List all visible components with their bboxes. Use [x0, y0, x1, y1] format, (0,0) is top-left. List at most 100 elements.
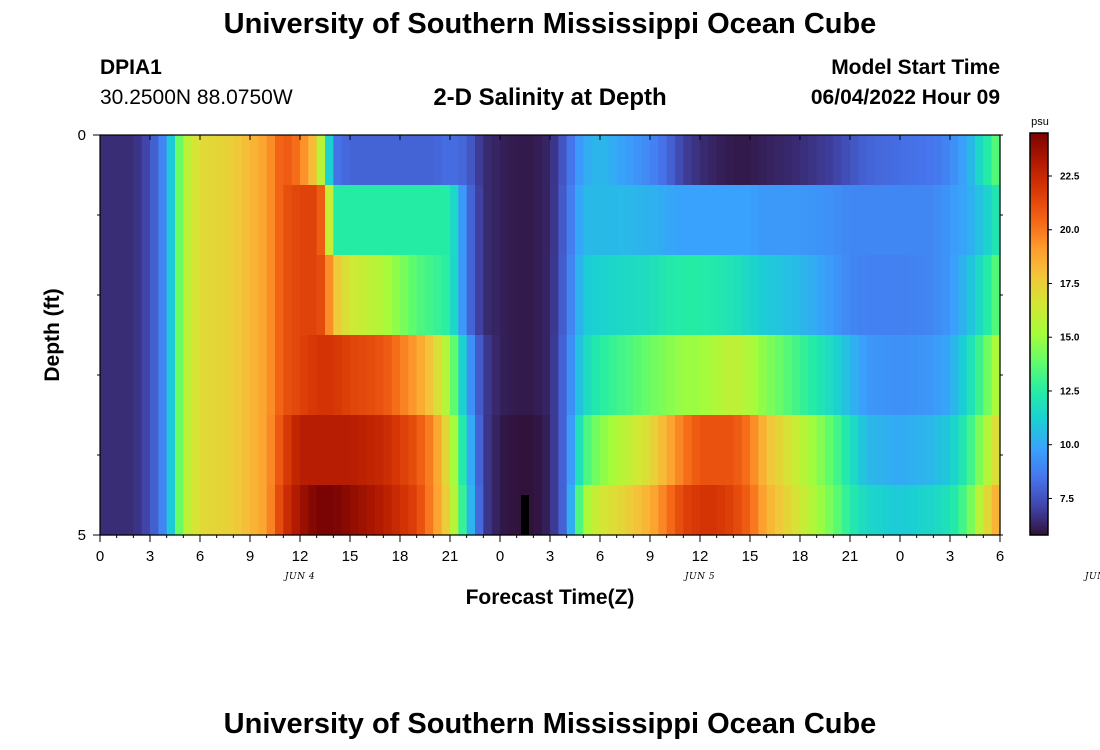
heatmap-cell — [875, 255, 884, 336]
heatmap-cell — [475, 185, 484, 256]
heatmap-cell — [225, 185, 234, 256]
heatmap-cell — [416, 255, 426, 336]
heatmap-cell — [600, 255, 609, 336]
heatmap-cell — [883, 135, 893, 186]
colorbar-tick-label: 20.0 — [1060, 225, 1080, 236]
heatmap-cell — [666, 185, 676, 256]
heatmap-cell — [100, 485, 109, 536]
colorbar-tick-label: 17.5 — [1060, 279, 1080, 290]
heatmap-cell — [216, 255, 226, 336]
heatmap-cell — [308, 255, 318, 336]
heatmap-cell — [583, 185, 593, 256]
heatmap-cell — [875, 135, 884, 186]
heatmap-cell — [250, 485, 259, 536]
heatmap-cell — [350, 335, 359, 416]
heatmap-cell — [458, 415, 468, 486]
heatmap-cell — [150, 335, 159, 416]
heatmap-cell — [225, 135, 234, 186]
heatmap-cell — [300, 135, 309, 186]
heatmap-cell — [708, 135, 718, 186]
heatmap-cell — [291, 135, 301, 186]
heatmap-cell — [975, 185, 984, 256]
heatmap-cell — [450, 135, 459, 186]
heatmap-cell — [225, 335, 234, 416]
heatmap-cell — [925, 185, 934, 256]
heatmap-cell — [133, 255, 143, 336]
heatmap-cell — [608, 185, 618, 256]
heatmap-cell — [258, 135, 268, 186]
heatmap-cell — [583, 335, 593, 416]
heatmap-cell — [758, 485, 768, 536]
heatmap-cell — [158, 255, 168, 336]
heatmap-cell — [575, 135, 584, 186]
heatmap-cell — [783, 485, 793, 536]
heatmap-cell — [875, 335, 884, 416]
heatmap-cell — [408, 335, 418, 416]
heatmap-cell — [108, 485, 118, 536]
heatmap-cell — [400, 485, 409, 536]
heatmap-cell — [391, 485, 401, 536]
heatmap-cell — [716, 335, 726, 416]
heatmap-cell — [516, 135, 526, 186]
heatmap-cell — [333, 415, 343, 486]
heatmap-cell — [441, 415, 451, 486]
heatmap-cell — [225, 485, 234, 536]
heatmap-cell — [550, 185, 559, 256]
heatmap-cell — [766, 485, 776, 536]
heatmap-cell — [658, 415, 668, 486]
heatmap-cell — [400, 335, 409, 416]
heatmap-cell — [766, 415, 776, 486]
heatmap-cell — [250, 335, 259, 416]
heatmap-cell — [141, 255, 151, 336]
colorbar-unit: psu — [1031, 116, 1049, 128]
heatmap-cell — [166, 335, 176, 416]
heatmap-cell — [258, 185, 268, 256]
heatmap-cell — [333, 255, 343, 336]
heatmap-cell — [866, 415, 876, 486]
heatmap-cell — [325, 485, 334, 536]
heatmap-cell — [708, 255, 718, 336]
heatmap-cell — [341, 415, 351, 486]
heatmap-cell — [141, 415, 151, 486]
heatmap-cell — [491, 135, 501, 186]
heatmap-cell — [175, 135, 184, 186]
heatmap-cell — [266, 485, 276, 536]
heatmap-cell — [175, 485, 184, 536]
heatmap-cell — [433, 255, 443, 336]
heatmap-cell — [600, 135, 609, 186]
heatmap-cell — [725, 185, 734, 256]
heatmap-cell — [733, 415, 743, 486]
heatmap-cell — [216, 485, 226, 536]
heatmap-cell — [825, 255, 834, 336]
heatmap-cell — [133, 335, 143, 416]
station-coordinates: 30.2500N 88.0750W — [100, 86, 293, 109]
heatmap-cell — [791, 415, 801, 486]
heatmap-cell — [183, 485, 193, 536]
heatmap-cell — [800, 135, 809, 186]
heatmap-cell — [300, 485, 309, 536]
heatmap-cell — [616, 415, 626, 486]
heatmap-cell — [441, 485, 451, 536]
heatmap-cell — [766, 255, 776, 336]
heatmap-cell — [558, 335, 568, 416]
heatmap-cell — [733, 185, 743, 256]
heatmap-cell — [891, 185, 901, 256]
heatmap-cell — [891, 255, 901, 336]
heatmap-cell — [750, 415, 759, 486]
heatmap-cell — [808, 255, 818, 336]
heatmap-cell — [241, 135, 251, 186]
heatmap-cell — [808, 185, 818, 256]
axis-ticks — [93, 134, 1003, 542]
heatmap-cell — [808, 335, 818, 416]
heatmap-cell — [733, 255, 743, 336]
heatmap-cell — [208, 255, 218, 336]
heatmap-cell — [466, 485, 476, 536]
heatmap-cell — [283, 485, 293, 536]
heatmap-cell — [450, 335, 459, 416]
heatmap-cell — [316, 185, 326, 256]
heatmap-cell — [750, 485, 759, 536]
heatmap-cell — [850, 185, 859, 256]
heatmap-cell — [791, 135, 801, 186]
heatmap-cell — [400, 185, 409, 256]
heatmap-cell — [616, 135, 626, 186]
